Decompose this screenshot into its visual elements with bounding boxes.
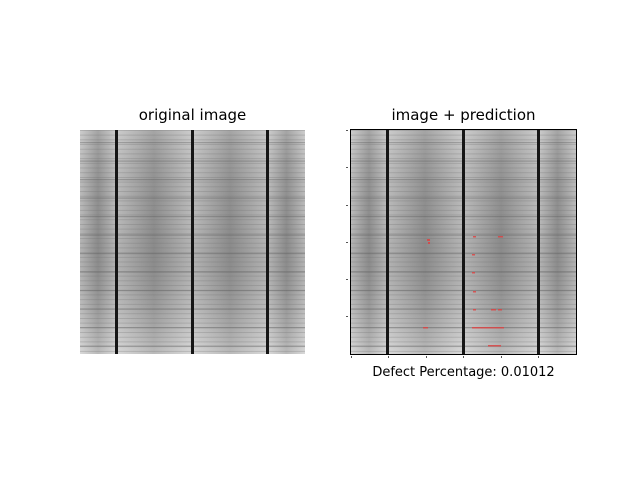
- y-tick: [346, 205, 348, 206]
- original-image: [80, 130, 305, 354]
- y-tick: [346, 316, 348, 317]
- x-tick: [501, 356, 502, 358]
- y-tick: [346, 167, 348, 168]
- x-tick: [463, 356, 464, 358]
- y-tick: [346, 130, 348, 131]
- solar-cell-image: [80, 130, 305, 354]
- x-tick: [351, 356, 352, 358]
- original-image-title: original image: [80, 106, 305, 124]
- defect-percentage-label: Defect Percentage: 0.01012: [351, 365, 576, 380]
- x-tick: [388, 356, 389, 358]
- x-tick: [426, 356, 427, 358]
- prediction-image: [351, 130, 576, 354]
- prediction-image-title: image + prediction: [351, 106, 576, 124]
- x-tick: [538, 356, 539, 358]
- y-tick: [346, 242, 348, 243]
- solar-cell-image-with-defect-overlay: [351, 130, 576, 354]
- y-tick: [346, 279, 348, 280]
